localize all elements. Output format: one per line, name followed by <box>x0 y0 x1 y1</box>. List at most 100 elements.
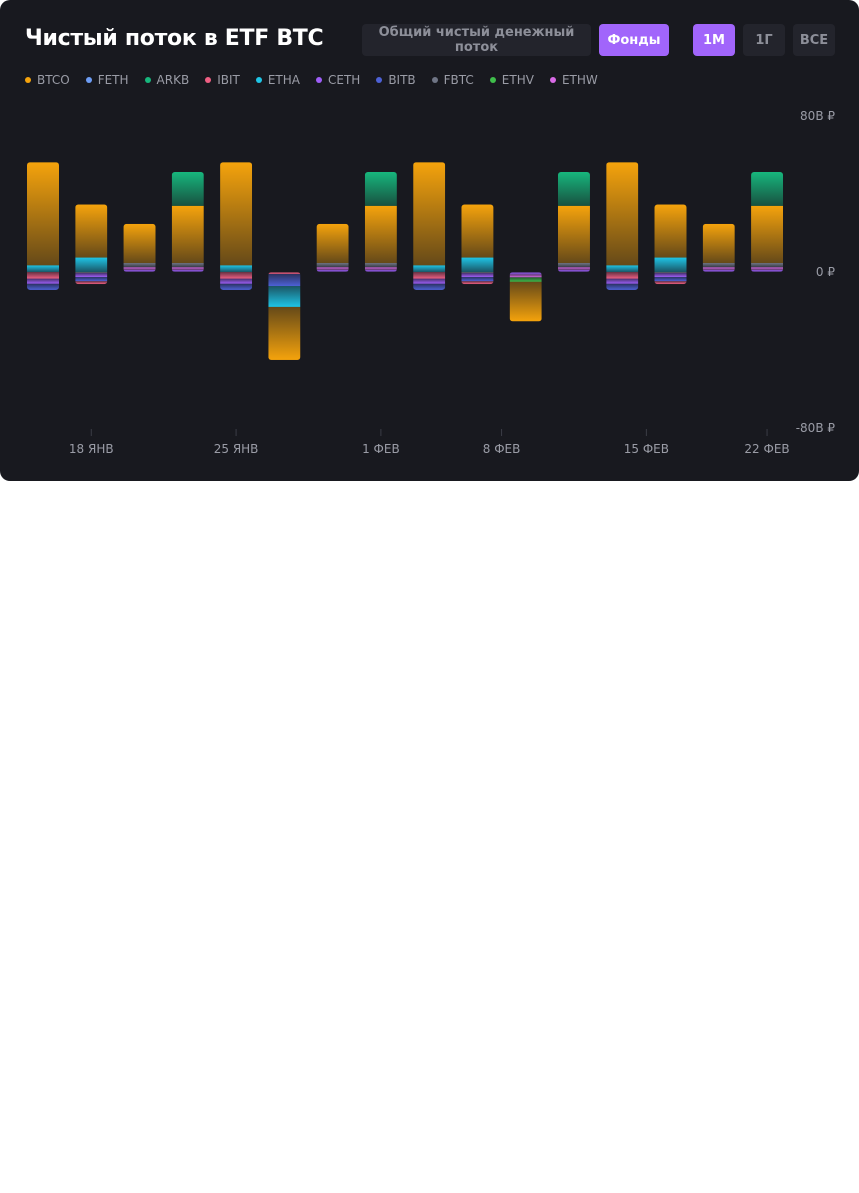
bar-segment-etha <box>606 265 639 272</box>
legend-label: ETHW <box>561 73 598 87</box>
legend-item-etha[interactable]: ETHA <box>255 73 300 87</box>
bar-segment-ceth <box>220 278 253 284</box>
bar-segment-btco <box>509 281 542 322</box>
bar-segment-btco <box>413 162 446 266</box>
x-tick-label: 15 ФЕВ <box>624 442 669 456</box>
bar-segment-ethw <box>364 267 397 270</box>
legend-label: FETH <box>97 73 129 87</box>
legend-label: BITB <box>388 73 416 87</box>
bar-stack[interactable] <box>751 171 784 272</box>
bar-segment-fbtc <box>654 272 687 273</box>
bar-segment-ethw <box>751 267 784 270</box>
total-net-flow-button[interactable]: Общий чистый денежный поток <box>362 24 591 56</box>
x-tick-label: 18 ЯНВ <box>69 442 114 456</box>
legend-dot-icon <box>376 77 383 83</box>
bar-segment-bitb <box>413 283 446 290</box>
range-all-button[interactable]: ВСЕ <box>793 24 835 56</box>
bar-segment-ceth <box>413 278 446 284</box>
bar-segment-etha <box>27 265 59 272</box>
legend-item-bitb[interactable]: BITB <box>376 73 416 87</box>
bar-segment-bitb <box>268 273 301 287</box>
bar-stack[interactable] <box>461 204 494 285</box>
legend-dot-icon <box>255 77 262 83</box>
bar-segment-ethv <box>509 277 542 282</box>
bar-segment-ceth <box>364 269 397 272</box>
bar-segment-ibit <box>461 281 494 285</box>
legend-item-ceth[interactable]: CETH <box>315 73 360 87</box>
legend-dot-icon <box>489 77 496 83</box>
funds-button[interactable]: Фонды <box>599 24 669 56</box>
legend-dot-icon <box>205 77 212 83</box>
bar-stack[interactable] <box>316 223 349 272</box>
legend-label: FBTC <box>443 73 474 87</box>
y-tick-label: -80B ₽ <box>796 421 836 435</box>
bar-segment-etha <box>75 257 108 272</box>
bar-stack[interactable] <box>654 204 687 285</box>
bar-segment-bitb <box>461 277 494 282</box>
bar-segment-btco <box>75 204 108 258</box>
legend-item-ethw[interactable]: ETHW <box>549 73 598 87</box>
bar-segment-ethw <box>171 267 204 270</box>
bar-stack[interactable] <box>27 162 59 290</box>
legend-dot-icon <box>25 77 31 83</box>
x-tick-label: 1 ФЕВ <box>362 442 400 456</box>
bar-segment-btco <box>364 205 397 264</box>
bar-stack[interactable] <box>171 171 204 272</box>
bar-stack[interactable] <box>75 204 108 285</box>
bar-segment-fbtc <box>557 263 590 268</box>
bar-stack[interactable] <box>509 272 542 322</box>
legend-item-fbtc[interactable]: FBTC <box>431 73 474 87</box>
legend-item-feth[interactable]: FETH <box>85 73 129 87</box>
bar-segment-ibit <box>268 272 301 274</box>
bar-segment-ceth <box>654 272 687 278</box>
etf-flow-card: Чистый поток в ETF BTC Общий чистый дене… <box>0 0 859 481</box>
legend-label: ETHA <box>267 73 300 87</box>
legend-label: ETHV <box>501 73 534 87</box>
bar-segment-fbtc <box>316 263 349 268</box>
bar-stack[interactable] <box>220 162 253 290</box>
bar-segment-arkb <box>557 171 590 206</box>
y-tick-label: 80B ₽ <box>800 109 835 123</box>
bar-segment-ceth <box>702 269 735 272</box>
bar-segment-btco <box>557 205 590 264</box>
legend-item-ibit[interactable]: IBIT <box>205 73 240 87</box>
legend-item-ethv[interactable]: ETHV <box>489 73 534 87</box>
bar-segment-btco <box>606 162 639 266</box>
legend-dot-icon <box>315 77 322 83</box>
bar-stack[interactable] <box>557 171 590 272</box>
bar-segment-ibit <box>220 272 253 279</box>
bar-segment-ceth <box>509 272 542 275</box>
chart-legend: BTCO FETH ARKB IBIT ETHA CETH BITB FBTC ETHV ETHW <box>25 72 614 88</box>
bar-segment-ceth <box>171 269 204 272</box>
bar-segment-ceth <box>461 272 494 278</box>
bar-segment-bitb <box>27 283 59 290</box>
bar-segment-ethw <box>316 267 349 270</box>
bar-segment-ceth <box>557 269 590 272</box>
legend-dot-icon <box>431 77 438 83</box>
bar-segment-bitb <box>606 283 639 290</box>
bar-segment-fbtc <box>75 272 108 273</box>
bar-stack[interactable] <box>123 223 156 272</box>
legend-dot-icon <box>144 77 151 83</box>
range-1y-button[interactable]: 1Г <box>743 24 785 56</box>
bar-segment-bitb <box>654 277 687 282</box>
bar-segment-fbtc <box>461 272 494 273</box>
bar-segment-ceth <box>123 269 156 272</box>
legend-item-arkb[interactable]: ARKB <box>144 73 189 87</box>
bar-stack[interactable] <box>606 162 639 290</box>
legend-item-btco[interactable]: BTCO <box>25 73 70 87</box>
bar-segment-btco <box>220 162 253 266</box>
bar-segment-etha <box>413 265 446 272</box>
bar-segment-fbtc <box>171 263 204 268</box>
bar-stack[interactable] <box>702 223 735 272</box>
bar-segment-ethw <box>123 267 156 270</box>
range-1m-button[interactable]: 1М <box>693 24 735 56</box>
bar-segment-etha <box>654 257 687 272</box>
bar-segment-ibit <box>75 281 108 285</box>
bar-stack[interactable] <box>364 171 397 272</box>
y-tick-label: 0 ₽ <box>816 265 835 279</box>
bar-segment-bitb <box>220 283 253 290</box>
legend-label: BTCO <box>37 73 70 87</box>
bar-stack[interactable] <box>413 162 446 290</box>
bar-stack[interactable] <box>268 272 301 360</box>
